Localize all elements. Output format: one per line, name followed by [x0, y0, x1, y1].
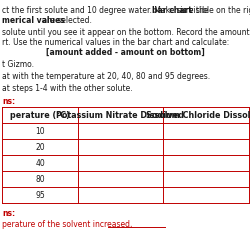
- Text: perature of the solvent increased,: perature of the solvent increased,: [2, 220, 132, 229]
- Text: [amount added - amount on bottom]: [amount added - amount on bottom]: [46, 48, 204, 57]
- Text: 20: 20: [35, 143, 45, 152]
- Text: ct the first solute and 10 degree water. Make sure the: ct the first solute and 10 degree water.…: [2, 6, 211, 15]
- Text: solute until you see it appear on the bottom. Record the amount of solute dissol: solute until you see it appear on the bo…: [2, 28, 250, 37]
- Text: 80: 80: [35, 175, 45, 184]
- Text: 40: 40: [35, 159, 45, 168]
- Text: Sodium Chloride Dissolved: Sodium Chloride Dissolved: [146, 111, 250, 120]
- Text: perature (°C): perature (°C): [10, 111, 70, 120]
- Text: ns:: ns:: [2, 209, 15, 218]
- Text: Potassium Nitrate Dissolved: Potassium Nitrate Dissolved: [56, 111, 184, 120]
- Text: ns:: ns:: [2, 97, 15, 106]
- Text: is visible on the right, and: is visible on the right, and: [178, 6, 250, 15]
- Text: bar chart: bar chart: [152, 6, 192, 15]
- Text: merical values: merical values: [2, 16, 65, 25]
- Text: at with the temperature at 20, 40, 80 and 95 degrees.: at with the temperature at 20, 40, 80 an…: [2, 72, 210, 81]
- Text: rt. Use the numerical values in the bar chart and calculate:: rt. Use the numerical values in the bar …: [2, 38, 229, 47]
- Text: 10: 10: [35, 127, 45, 136]
- Text: 95: 95: [35, 191, 45, 200]
- Text: t Gizmo.: t Gizmo.: [2, 60, 34, 69]
- Text: at steps 1-4 with the other solute.: at steps 1-4 with the other solute.: [2, 84, 132, 93]
- Text: are selected.: are selected.: [40, 16, 92, 25]
